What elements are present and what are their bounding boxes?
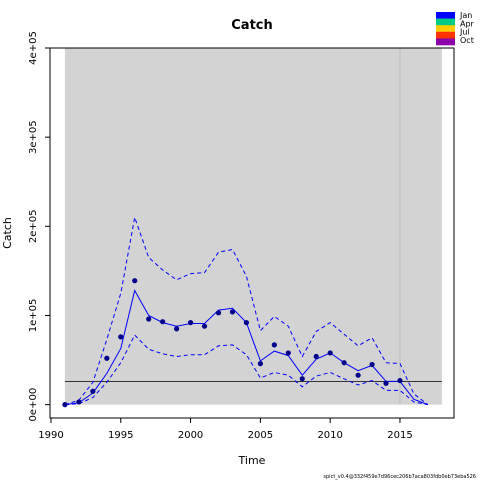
legend-label: Jan bbox=[459, 11, 472, 20]
x-axis-label: Time bbox=[238, 454, 266, 467]
observed-point bbox=[271, 342, 277, 348]
catch-ci-line-1 bbox=[64, 215, 429, 406]
observed-point bbox=[160, 319, 166, 325]
observed-point bbox=[132, 278, 138, 284]
legend-color-strip bbox=[436, 12, 455, 19]
y-tick-label: 1e+05 bbox=[28, 299, 39, 333]
y-axis-label: Catch bbox=[1, 217, 14, 249]
catch-ci-line-2 bbox=[64, 334, 428, 406]
observed-point bbox=[257, 361, 263, 367]
legend-color-strip bbox=[436, 18, 455, 26]
observed-point bbox=[62, 402, 68, 408]
legend-label: Oct bbox=[460, 36, 474, 45]
observed-point bbox=[313, 353, 319, 360]
observed-point bbox=[90, 388, 96, 394]
observed-point bbox=[243, 320, 250, 326]
observed-point bbox=[383, 380, 389, 386]
y-tick-label: 4e+05 bbox=[28, 31, 39, 65]
observed-point bbox=[327, 350, 333, 356]
observed-point bbox=[146, 316, 152, 322]
observed-point bbox=[104, 355, 110, 361]
legend-color-strip bbox=[436, 25, 455, 33]
x-tick-label: 2010 bbox=[317, 430, 342, 441]
observed-point bbox=[201, 323, 208, 329]
observed-point bbox=[118, 334, 124, 340]
chart-title: Catch bbox=[231, 18, 273, 33]
x-tick-label: 2015 bbox=[387, 430, 412, 441]
observed-point bbox=[369, 361, 375, 368]
observed-point bbox=[341, 360, 347, 366]
observed-point bbox=[299, 376, 305, 382]
observed-point bbox=[187, 320, 194, 326]
observed-point bbox=[355, 372, 361, 378]
legend-label: Apr bbox=[460, 19, 475, 28]
observed-point bbox=[174, 326, 180, 332]
legend-color-strip bbox=[436, 38, 455, 46]
observed-point bbox=[285, 350, 291, 356]
data-period-shade bbox=[64, 48, 442, 405]
x-tick-label: 1995 bbox=[108, 430, 133, 441]
y-tick-label: 2e+05 bbox=[28, 210, 39, 244]
observed-point bbox=[76, 399, 82, 405]
observed-point bbox=[215, 310, 222, 316]
x-tick-label: 1990 bbox=[38, 430, 63, 441]
observed-point bbox=[229, 309, 236, 315]
y-axis: 0e+00 1e+05 2e+05 3e+05 4e+05 bbox=[28, 31, 51, 422]
observed-points bbox=[62, 278, 403, 408]
x-axis: 1990 1995 2000 2005 2010 2015 bbox=[38, 417, 413, 441]
y-tick-label: 0e+00 bbox=[28, 388, 39, 422]
legend-label: Jul bbox=[459, 28, 470, 37]
legend-color-strip bbox=[436, 31, 455, 39]
x-tick-label: 2005 bbox=[248, 430, 273, 441]
footer-version: spict_v0.4@332f459e7d96cec206b7aca803fdb… bbox=[323, 474, 476, 480]
y-tick-label: 3e+05 bbox=[28, 120, 39, 154]
x-tick-label: 2000 bbox=[178, 430, 203, 441]
observed-point bbox=[397, 377, 403, 384]
